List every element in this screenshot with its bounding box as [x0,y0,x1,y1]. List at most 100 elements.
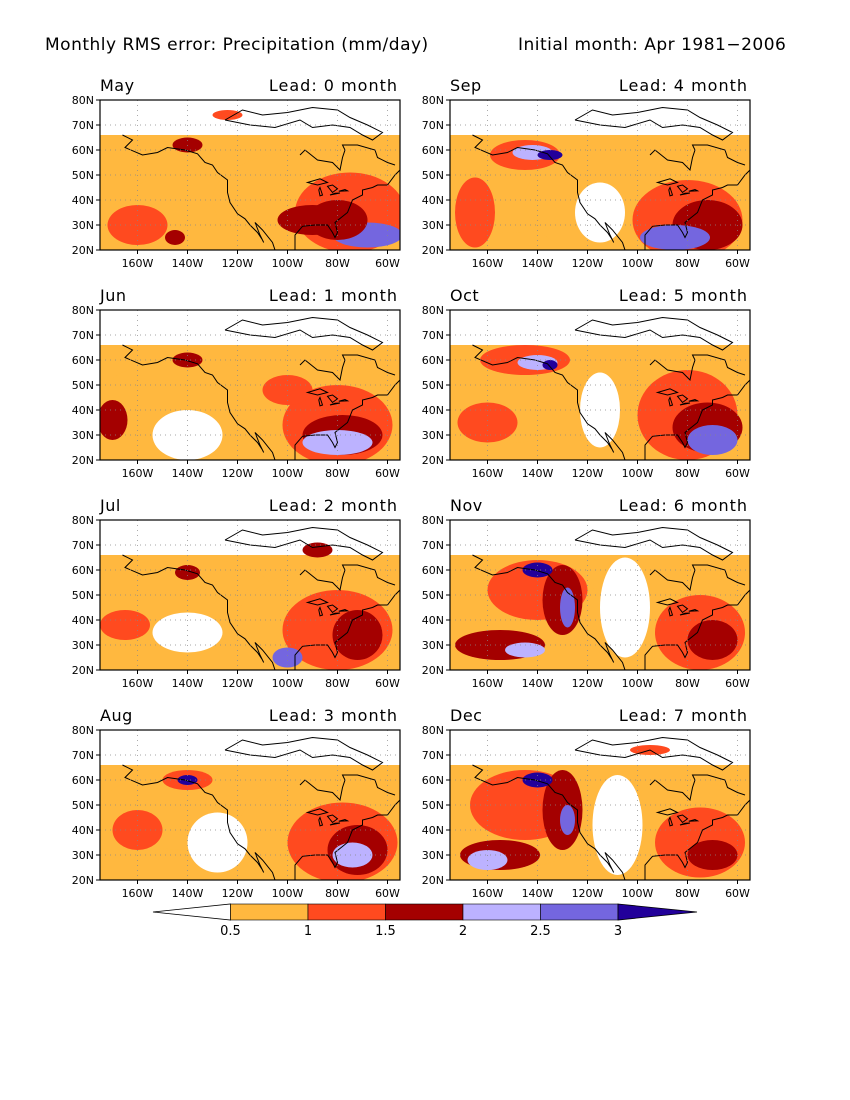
rms-contour [560,805,575,835]
map-panel-jun: Jun Lead: 1 month 80N 70N 60N 50N 40N 30N 20N 1… [45,286,405,488]
lat-tick-label: 60N [72,564,94,577]
lake-outline [655,808,679,816]
lat-tick-label: 50N [422,379,444,392]
lake-outline [326,814,339,824]
lat-tick-label: 20N [422,454,444,467]
lake-outline [655,388,679,396]
coastline [472,344,626,460]
coastline [644,799,750,880]
lon-tick-label: 80W [675,467,700,480]
coastline [574,736,734,771]
lake-outline [679,192,691,196]
lake-outline [326,604,339,614]
lat-tick-label: 80N [72,304,94,317]
lat-tick-label: 80N [422,304,444,317]
coastline [122,554,276,670]
colorbar-label: 2 [459,924,467,939]
rms-contour [687,840,738,870]
lat-tick-label: 20N [422,244,444,257]
lon-tick-label: 100W [272,257,304,270]
panel-month: Jun [100,286,127,305]
lon-tick-label: 80W [325,887,350,900]
lon-tick-label: 160W [122,887,154,900]
lat-tick-label: 80N [422,724,444,737]
lon-tick-label: 160W [472,887,504,900]
map-panel-may: May Lead: 0 month 80N 70N 60N 50N 40N 30N 20N 1… [45,76,405,278]
lon-tick-label: 80W [325,257,350,270]
colorbar-label: 1.5 [375,924,396,939]
lake-outline [326,394,339,404]
lat-tick-label: 30N [422,849,444,862]
panel-month: Dec [450,706,483,725]
lat-tick-label: 40N [422,614,444,627]
rms-contour [600,557,650,658]
lat-tick-label: 70N [422,539,444,552]
lon-tick-label: 100W [622,257,654,270]
coastline [224,736,384,771]
lat-tick-label: 30N [72,429,94,442]
lake-outline [668,396,674,407]
map-panel-dec: Dec Lead: 7 month 80N 70N 60N 50N 40N 30N 20N 1… [395,706,755,908]
lake-outline [668,606,674,617]
lat-tick-label: 70N [72,119,94,132]
lat-tick-label: 70N [422,119,444,132]
precip-map: 80N 70N 60N 50N 40N 30N 20N 160W 140W 120W 100W 80W… [72,304,401,480]
lat-tick-label: 80N [72,514,94,527]
lake-outline [679,402,691,406]
lon-tick-label: 100W [622,887,654,900]
lat-tick-label: 60N [422,354,444,367]
colorbar-segment [385,903,464,921]
panel-month: Oct [450,286,480,305]
coastline [122,344,276,460]
lake-outline [688,188,700,192]
lake-outline [676,184,689,194]
lon-tick-label: 80W [325,467,350,480]
lat-tick-label: 50N [72,589,94,602]
lat-tick-label: 80N [422,514,444,527]
panel-lead: Lead: 0 month [268,76,398,95]
rms-contour [455,177,495,248]
lat-tick-label: 70N [72,329,94,342]
rms-contour [100,610,150,640]
coastline [294,799,400,880]
lake-outline [668,816,674,827]
lat-tick-label: 70N [72,749,94,762]
rms-contour [457,402,518,443]
rms-contour [165,230,185,245]
coastline [644,589,750,670]
lake-outline [305,388,329,396]
lat-tick-label: 70N [422,329,444,342]
precip-map: 80N 70N 60N 50N 40N 30N 20N 160W 140W 120W 100W 80W… [422,514,751,690]
lon-tick-label: 160W [472,677,504,690]
lon-tick-label: 160W [472,467,504,480]
lat-tick-label: 60N [72,774,94,787]
lon-tick-label: 100W [272,677,304,690]
lat-tick-label: 50N [422,589,444,602]
rms-contour [100,400,128,440]
lon-tick-label: 60W [375,677,400,690]
lake-outline [329,822,341,826]
colorbar-label: 3 [614,924,622,939]
lon-tick-label: 160W [122,467,154,480]
lon-tick-label: 60W [375,467,400,480]
coastline [224,526,384,561]
lat-tick-label: 50N [72,799,94,812]
lon-tick-label: 160W [122,257,154,270]
lon-tick-label: 120W [572,677,604,690]
precip-map: 80N 70N 60N 50N 40N 30N 20N 160W 140W 120W 100W 80W… [72,724,401,900]
lon-tick-label: 120W [222,887,254,900]
colorbar-segment [307,903,386,921]
colorbar-segment [462,903,541,921]
lon-tick-label: 140W [522,257,554,270]
panel-lead: Lead: 2 month [268,496,398,515]
panel-month: Nov [450,496,483,515]
coastline [294,379,400,460]
coastline [472,764,626,880]
lat-tick-label: 60N [422,564,444,577]
colorbar-segment [230,903,309,921]
precip-map: 80N 70N 60N 50N 40N 30N 20N 160W 140W 120W 100W 80W… [72,94,401,270]
lon-tick-label: 100W [622,677,654,690]
lake-outline [668,186,674,197]
coastline [574,106,734,141]
lat-tick-label: 70N [422,749,444,762]
